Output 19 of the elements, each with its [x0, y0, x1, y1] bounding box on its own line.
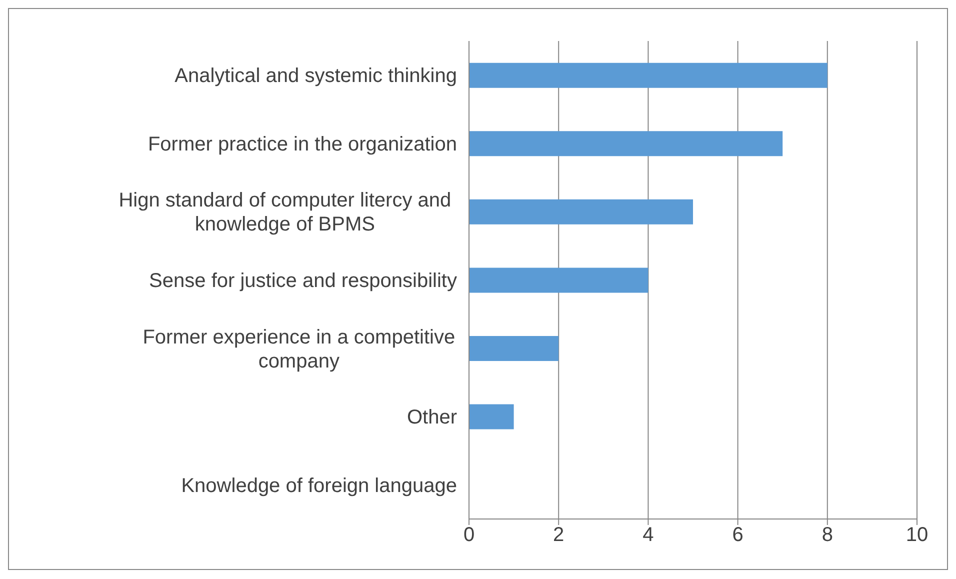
y-tick-label: Knowledge of foreign language — [181, 474, 457, 497]
x-tick-label: 0 — [463, 524, 475, 546]
bar — [469, 199, 693, 224]
y-tick-label: Hign standard of computer litercy and knowledge of BPMS — [118, 190, 452, 236]
y-tick-label: Sense for justice and responsibility — [149, 270, 457, 292]
x-tick-label: 6 — [732, 524, 744, 546]
y-tick-label: Other — [406, 406, 458, 429]
x-tick-label: 10 — [906, 524, 928, 546]
y-tick-label: Former practice in the organization — [148, 133, 457, 156]
x-tick-label: 4 — [642, 524, 654, 546]
bar — [469, 62, 828, 88]
y-tick-label: Analytical and systemic thinking — [174, 65, 457, 88]
bar — [469, 404, 514, 430]
bar — [469, 336, 559, 361]
bar — [469, 268, 648, 293]
y-tick-label: Former experience in a competitive company — [142, 326, 456, 372]
x-tick-label: 2 — [553, 524, 564, 546]
x-tick-label: 8 — [822, 524, 833, 546]
bar — [469, 131, 783, 156]
